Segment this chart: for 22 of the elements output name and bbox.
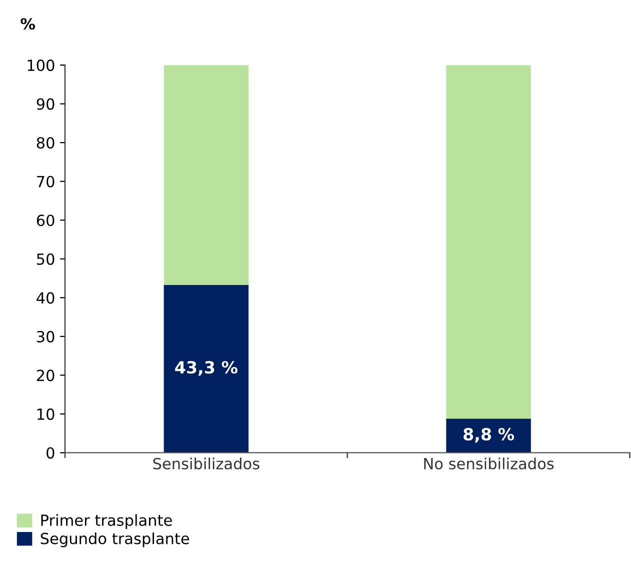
legend-label: Segundo trasplante <box>40 532 190 548</box>
legend-label: Primer trasplante <box>41 514 172 529</box>
bar <box>446 65 531 419</box>
y-tick-label: 80 <box>36 137 54 149</box>
data-label: 8,8 % <box>464 428 514 443</box>
x-tick-label: Sensibilizados <box>153 458 260 470</box>
data-label: 43,3 % <box>175 361 238 376</box>
y-tick-label: 100 <box>28 60 54 72</box>
y-tick-label: 50 <box>37 253 54 265</box>
bar <box>164 284 249 453</box>
y-tick-label: 30 <box>36 330 54 342</box>
y-tick-label: 70 <box>37 176 54 188</box>
y-tick-label: 0 <box>46 447 54 459</box>
y-axis-title: % <box>20 18 36 30</box>
y-tick-label: 90 <box>36 98 54 110</box>
x-tick-label: No sensibilizados <box>424 458 554 470</box>
y-tick-label: 60 <box>36 214 54 226</box>
y-tick-label: 20 <box>36 370 54 382</box>
bar <box>164 65 249 285</box>
bar <box>446 418 531 453</box>
y-tick-label: 10 <box>38 408 54 420</box>
y-tick-label: 40 <box>36 292 54 304</box>
